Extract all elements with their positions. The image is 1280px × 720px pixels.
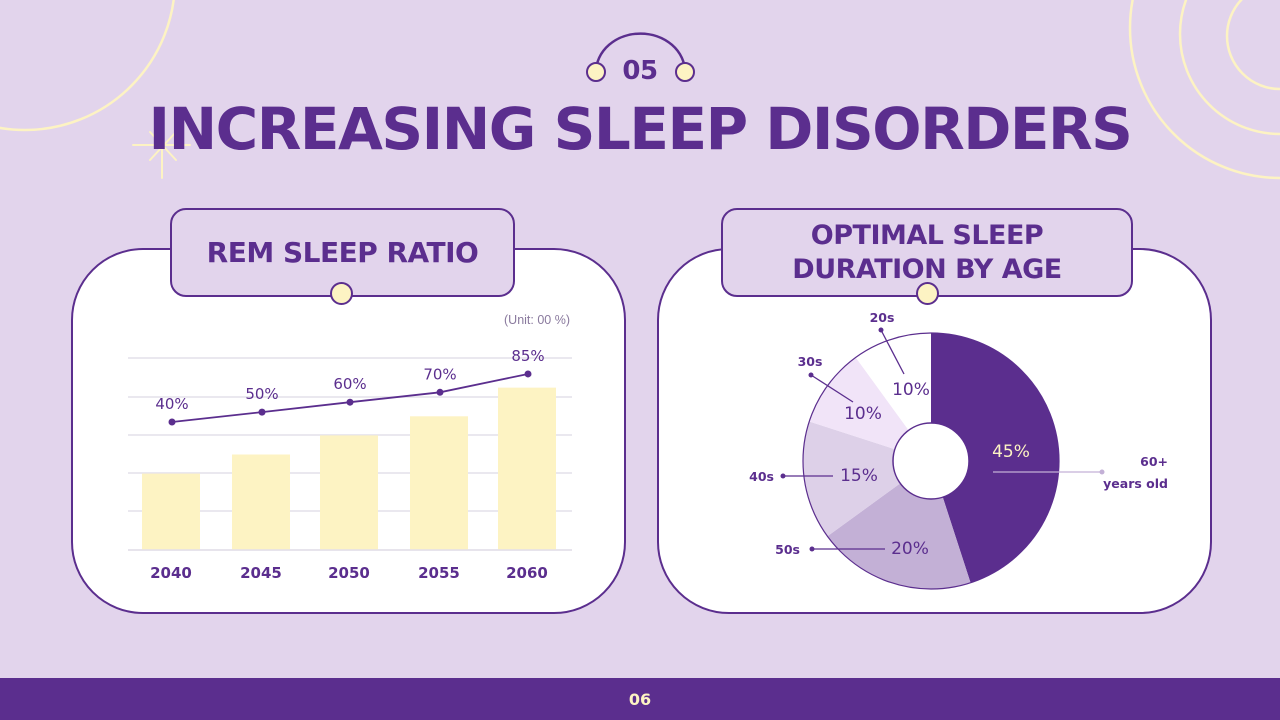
slice-category-label: 60+ [1140, 454, 1168, 469]
data-point [346, 398, 354, 406]
slice-percent-label: 20% [891, 539, 929, 559]
data-point [524, 370, 532, 378]
unit-note: (Unit: 00 %) [504, 313, 570, 327]
data-label: 50% [245, 385, 278, 403]
slice-category-label: 50s [775, 542, 800, 557]
page-number: 06 [628, 689, 652, 709]
callout-dot [1099, 469, 1105, 475]
footer-bar: 06 [0, 678, 1280, 720]
data-point [168, 418, 176, 426]
slice-category-label: 40s [749, 469, 774, 484]
x-axis-label: 2055 [418, 564, 460, 582]
bar-2045 [232, 454, 290, 550]
data-label: 85% [511, 347, 544, 365]
rem-sleep-bar-chart: 2040 2045 2050 2055 2060 40% 50% 60% 70% 85% [128, 347, 572, 582]
bar-2050 [320, 435, 378, 550]
data-label: 70% [423, 365, 456, 383]
callout-dot [780, 473, 786, 479]
title-knob-right [916, 282, 939, 305]
pie-slice-60+ [931, 333, 1059, 583]
data-label: 60% [333, 375, 366, 393]
pie-slice-30s [809, 357, 931, 461]
bar-2060 [498, 387, 556, 550]
slice-category-label: years old [1103, 476, 1168, 491]
slice-percent-label: 15% [840, 466, 878, 486]
callout-line [810, 374, 854, 403]
sleep-duration-donut-chart: 45% 60+ years old 20% 50s 15% 40s 10% 30s 10% 20s [749, 310, 1168, 590]
title-knob-left [330, 282, 353, 305]
slice-percent-label: 10% [844, 404, 882, 424]
x-axis-label: 2045 [240, 564, 282, 582]
x-axis-label: 2060 [506, 564, 548, 582]
callout-dot [878, 327, 884, 333]
data-point [436, 388, 444, 396]
pie-slice-40s [803, 421, 931, 537]
slice-percent-label: 10% [892, 380, 930, 400]
callout-dot [809, 546, 815, 552]
data-point [258, 408, 266, 416]
slice-category-label: 20s [870, 310, 895, 325]
data-label: 40% [155, 395, 188, 413]
sleep-duration-title-line2: DURATION BY AGE [792, 253, 1062, 285]
sleep-duration-title: OPTIMAL SLEEP DURATION BY AGE [721, 208, 1133, 297]
donut-hole [892, 422, 970, 500]
sleep-duration-title-line1: OPTIMAL SLEEP [810, 219, 1044, 251]
x-axis-label: 2040 [150, 564, 192, 582]
slice-category-label: 30s [798, 354, 823, 369]
section-number: 05 [622, 56, 658, 86]
slide-title: INCREASING SLEEP DISORDERS [148, 95, 1133, 163]
x-axis-label: 2050 [328, 564, 370, 582]
bar-2055 [410, 416, 468, 550]
pie-outline [802, 332, 1060, 590]
slice-percent-label: 45% [992, 442, 1030, 462]
rem-sleep-title-text: REM SLEEP RATIO [206, 236, 479, 269]
callout-dot [808, 372, 814, 378]
bar-2040 [142, 473, 200, 550]
callout-line [880, 329, 905, 375]
